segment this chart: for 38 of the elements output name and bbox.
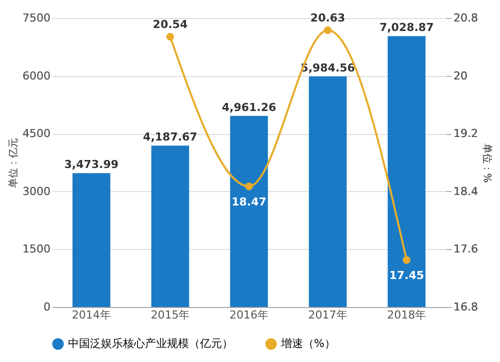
data-label: 20.63	[310, 11, 346, 24]
data-label: 7,028.87	[379, 21, 434, 34]
bar	[308, 76, 347, 307]
point	[402, 256, 410, 264]
bar	[151, 146, 190, 307]
y2-tick-label: 19.2	[454, 127, 478, 140]
y2-tick-label: 20	[454, 69, 468, 82]
y-tick-label: 3000	[22, 184, 50, 198]
bar	[72, 173, 110, 307]
legend-label: 中国泛娱乐核心产业规模（亿元）	[68, 337, 233, 350]
data-label: 4,961.26	[222, 100, 276, 114]
bar	[230, 116, 268, 307]
y-tick-label: 4500	[22, 127, 50, 140]
y-tick-label: 0	[44, 300, 50, 314]
x-tick-label: 2014年	[72, 308, 111, 322]
y-tick-label: 6000	[22, 69, 50, 82]
data-label: 17.45	[389, 269, 424, 282]
y2-tick-label: 17.6	[454, 242, 478, 256]
x-tick-label: 2017年	[308, 308, 348, 322]
bar	[388, 36, 426, 307]
x-tick-label: 2016年	[230, 308, 268, 322]
data-label: 3,473.99	[64, 158, 119, 172]
point	[324, 26, 332, 34]
data-label: 20.54	[152, 18, 188, 31]
point	[245, 182, 253, 190]
point	[166, 32, 174, 41]
legend-label: 增速（%）	[280, 337, 336, 350]
x-tick-label: 2018年	[387, 308, 426, 322]
data-label: 18.47	[232, 195, 266, 208]
data-label: 4,187.67	[143, 130, 198, 144]
y-tick-label: 7500	[22, 12, 50, 24]
y2-axis-title: 单位：%	[480, 143, 493, 183]
x-tick-label: 2015年	[150, 308, 190, 322]
y2-tick-label: 16.8	[454, 300, 478, 314]
y-axis-title: 单位：亿元	[8, 138, 20, 188]
y2-tick-label: 20.8	[454, 12, 478, 24]
y-tick-label: 1500	[22, 242, 50, 256]
y2-tick-label: 18.4	[454, 184, 478, 198]
